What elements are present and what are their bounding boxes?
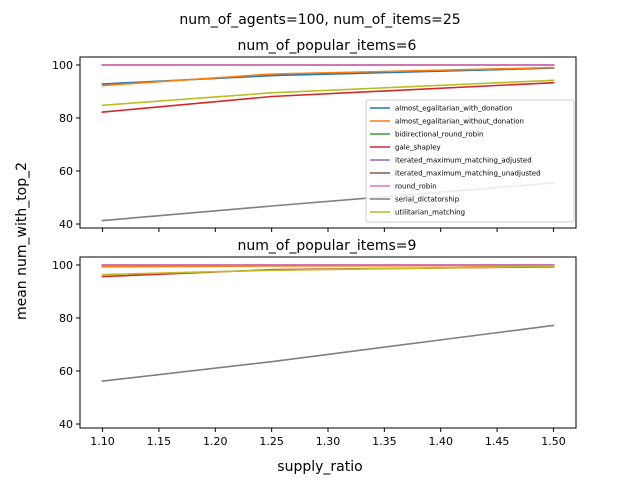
y-tick-label: 80 (59, 112, 73, 125)
x-tick-label: 1.25 (259, 435, 284, 448)
series-line-gale-shapley (101, 81, 555, 113)
legend-label: utilitarian_matching (395, 209, 465, 217)
series-line-serial-dictatorship (101, 324, 555, 382)
subplot-title: num_of_popular_items=6 (238, 38, 417, 54)
x-tick-label: 1.35 (372, 435, 397, 448)
legend-label: round_robin (395, 183, 437, 191)
series-line-almost-egalitarian-without-donation (101, 66, 555, 87)
legend-label: iterated_maximum_matching_unadjusted (395, 170, 541, 178)
x-tick-label: 1.15 (147, 435, 172, 448)
legend-label: bidirectional_round_robin (395, 131, 483, 139)
x-tick-label: 1.40 (428, 435, 453, 448)
y-tick-label: 80 (59, 312, 73, 325)
figure-suptitle: num_of_agents=100, num_of_items=25 (179, 12, 460, 28)
x-tick-label: 1.50 (541, 435, 566, 448)
y-tick-label: 60 (59, 165, 73, 178)
legend-label: iterated_maximum_matching_adjusted (395, 157, 532, 165)
legend-label: almost_egalitarian_with_donation (395, 105, 512, 113)
y-tick-label: 40 (59, 418, 73, 431)
legend-label: serial_dictatorship (395, 196, 460, 204)
x-tick-label: 1.30 (316, 435, 341, 448)
subplot-popular-items-6: num_of_popular_items=6 40 60 80 100 almost_e… (52, 38, 577, 232)
axes-frame (79, 256, 577, 429)
y-tick-label: 100 (52, 259, 73, 272)
series-line-gale-shapley (101, 265, 555, 278)
series-line-utilitarian-matching (101, 79, 555, 107)
legend-label: almost_egalitarian_without_donation (395, 118, 524, 126)
legend-label: gale_shapley (395, 144, 441, 152)
y-tick-label: 40 (59, 218, 73, 231)
legend: almost_egalitarian_with_donation almost_e… (365, 99, 575, 223)
x-tick-label: 1.45 (485, 435, 510, 448)
subplot-title: num_of_popular_items=9 (238, 238, 417, 254)
subplot-popular-items-9: num_of_popular_items=9 40 60 80 100 1.10 1.15… (52, 238, 577, 448)
y-tick-label: 60 (59, 365, 73, 378)
series-line-utilitarian-matching (101, 265, 555, 276)
x-tick-label: 1.20 (203, 435, 228, 448)
legend-box (365, 99, 575, 223)
figure-ylabel: mean num_with_top_2 (14, 162, 30, 320)
figure-xlabel: supply_ratio (277, 459, 362, 475)
x-tick-label: 1.10 (90, 435, 115, 448)
y-tick-label: 100 (52, 59, 73, 72)
